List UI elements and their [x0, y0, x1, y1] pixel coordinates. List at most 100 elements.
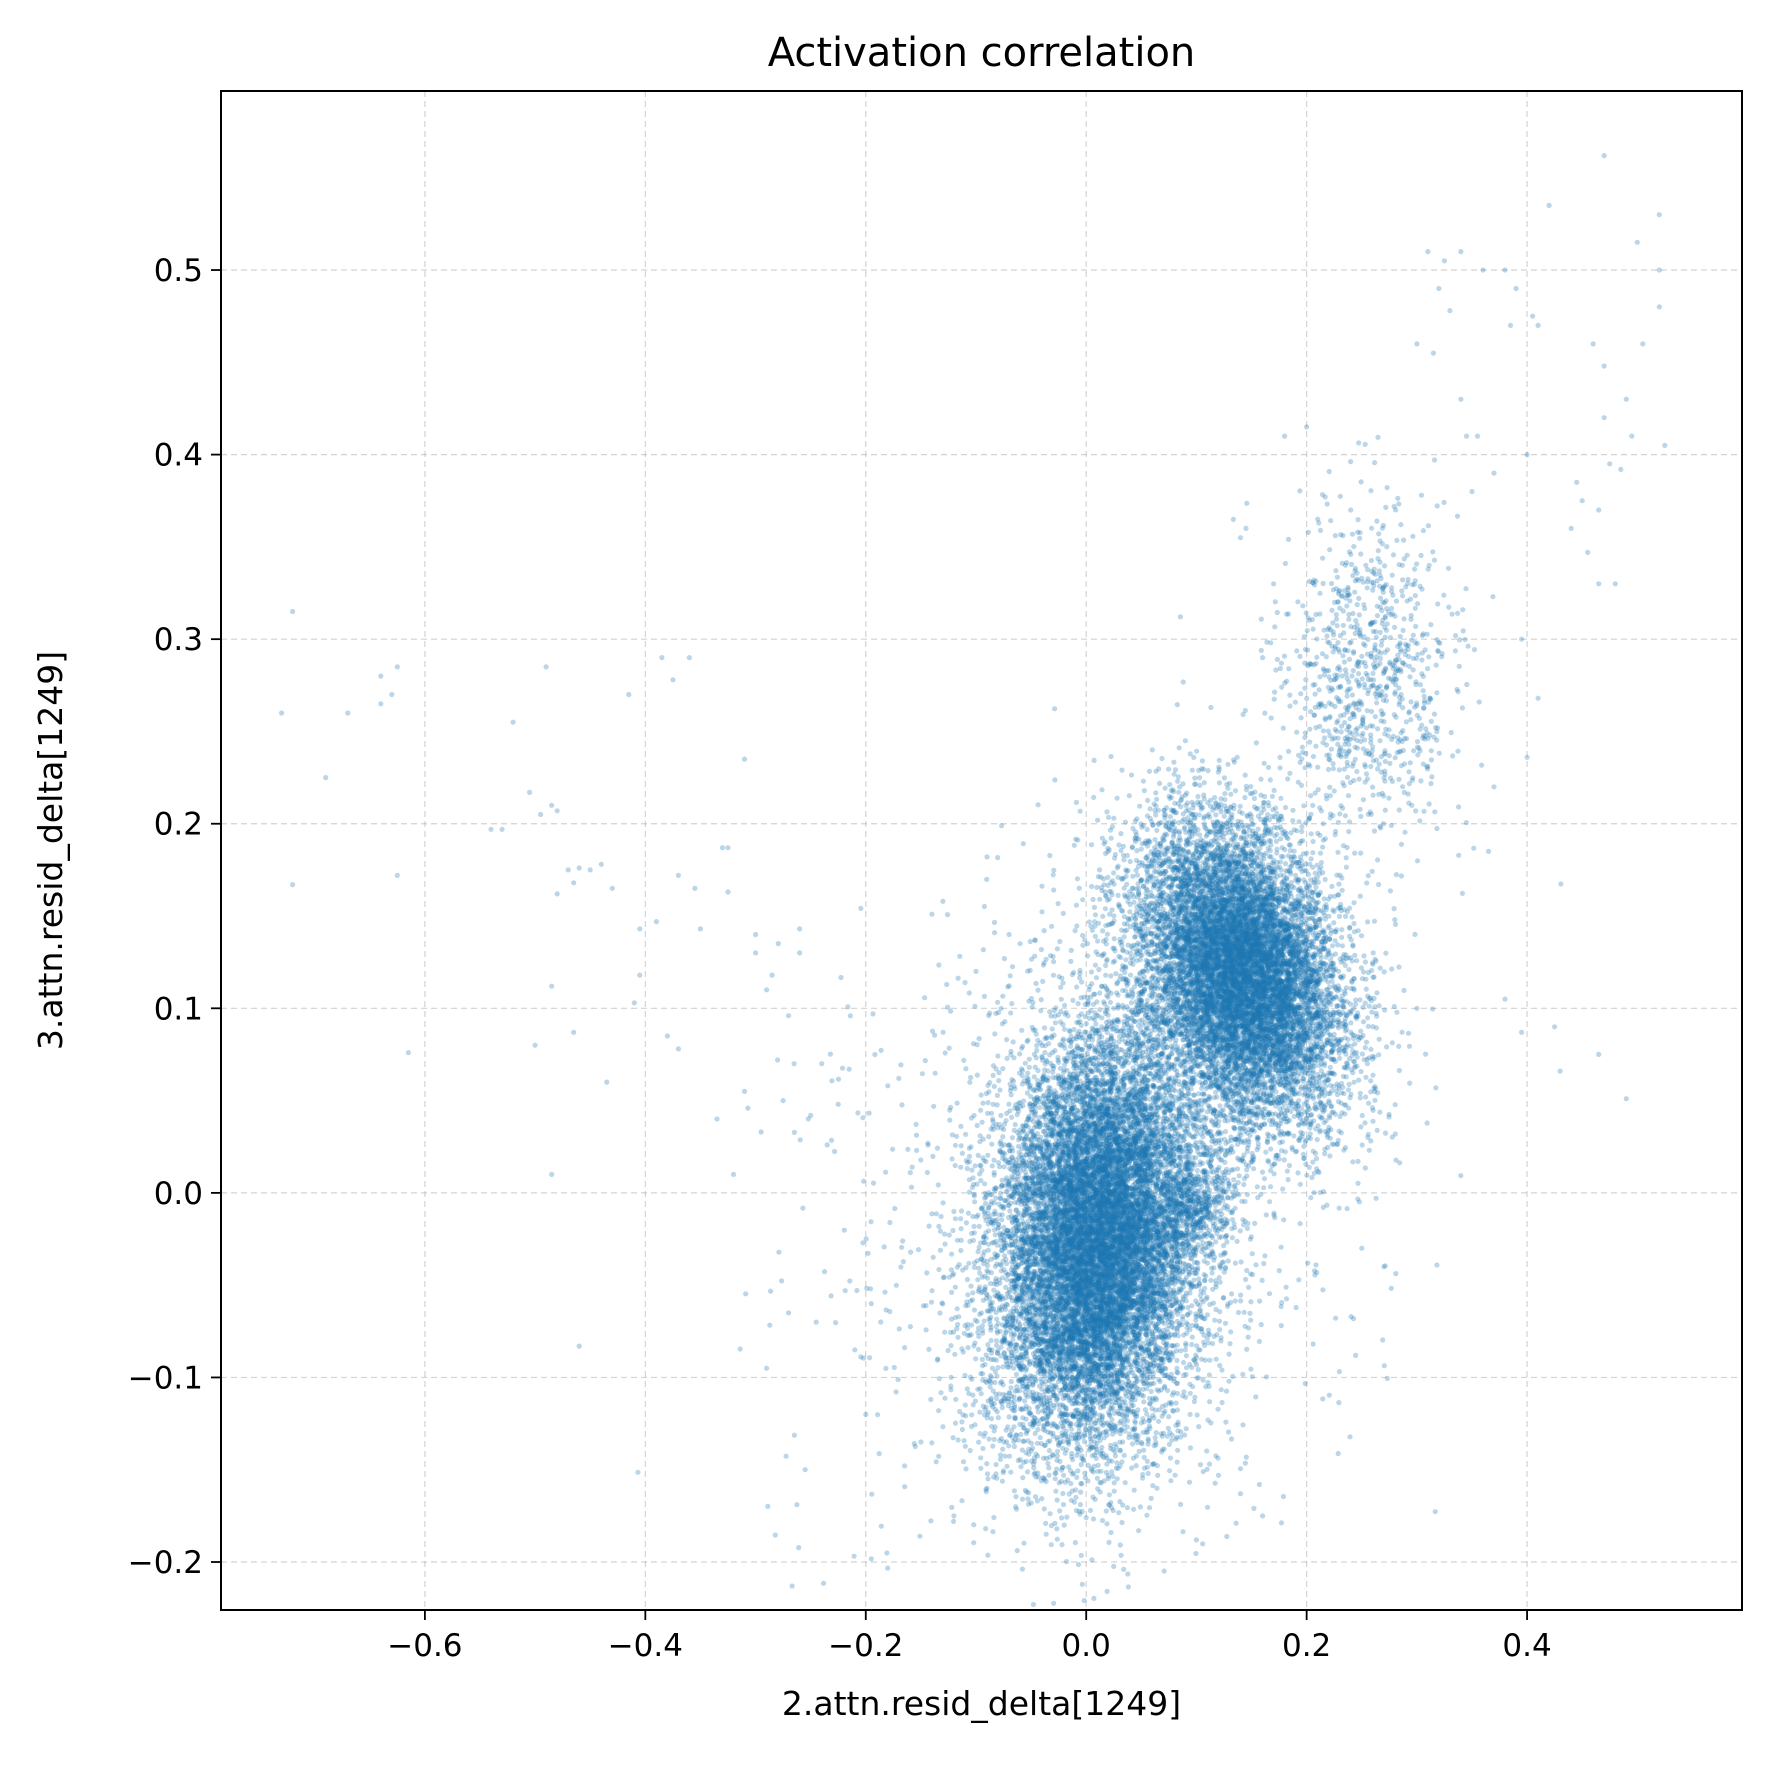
- scatter-point: [1005, 1233, 1011, 1240]
- scatter-point: [1030, 1179, 1036, 1186]
- scatter-point: [972, 1317, 978, 1323]
- scatter-point: [1026, 1064, 1032, 1070]
- scatter-point: [1090, 1516, 1097, 1522]
- scatter-point: [959, 1150, 966, 1156]
- scatter-point: [1152, 1435, 1158, 1441]
- scatter-point: [1130, 1408, 1136, 1415]
- scatter-point: [1110, 1077, 1116, 1084]
- scatter-point: [1103, 1315, 1109, 1321]
- scatter-point: [1027, 1101, 1033, 1107]
- scatter-point: [1173, 1162, 1179, 1169]
- scatter-point: [1061, 1174, 1067, 1181]
- scatter-point: [1071, 1499, 1077, 1505]
- scatter-point: [1037, 1186, 1043, 1192]
- scatter-point: [1083, 1021, 1089, 1027]
- scatter-point: [1112, 1449, 1118, 1455]
- scatter-point: [1131, 1409, 1137, 1415]
- scatter-point: [1116, 1227, 1122, 1233]
- scatter-point: [1183, 1113, 1189, 1119]
- scatter-point: [979, 1363, 986, 1369]
- scatter-point: [1104, 1069, 1110, 1075]
- scatter-point: [1160, 1180, 1166, 1187]
- scatter-point: [1091, 1186, 1097, 1192]
- scatter-point: [1019, 1566, 1025, 1572]
- scatter-point: [1063, 1302, 1070, 1308]
- scatter-point: [1046, 1472, 1052, 1478]
- scatter-point: [1067, 1196, 1073, 1202]
- scatter-point: [1064, 1172, 1070, 1178]
- scatter-point: [1074, 1474, 1080, 1480]
- scatter-point: [1146, 1505, 1153, 1511]
- scatter-point: [1123, 1316, 1129, 1322]
- scatter-point: [1170, 1175, 1176, 1181]
- scatter-point: [1129, 1227, 1135, 1233]
- scatter-point: [1105, 1106, 1111, 1112]
- scatter-point: [1170, 1087, 1176, 1093]
- scatter-point: [1083, 1029, 1089, 1035]
- scatter-point: [1166, 1233, 1172, 1239]
- scatter-point: [1065, 1290, 1071, 1296]
- scatter-point: [1005, 1314, 1011, 1320]
- scatter-point: [1089, 1368, 1095, 1374]
- scatter-point: [1163, 1307, 1169, 1313]
- scatter-point: [1101, 999, 1107, 1005]
- scatter-point: [986, 1436, 992, 1442]
- scatter-point: [1094, 1106, 1100, 1112]
- scatter-point: [1114, 1214, 1120, 1220]
- scatter-point: [1080, 942, 1086, 948]
- scatter-point: [1119, 1240, 1125, 1246]
- scatter-point: [1203, 1273, 1209, 1279]
- scatter-point: [1132, 1100, 1139, 1107]
- scatter-point: [1117, 1225, 1123, 1231]
- scatter-point: [1201, 1272, 1207, 1278]
- scatter-point: [1148, 1388, 1154, 1394]
- scatter-point: [984, 1461, 990, 1467]
- scatter-point: [1217, 1327, 1223, 1333]
- scatter-point: [1170, 1183, 1176, 1189]
- scatter-point: [1126, 1295, 1132, 1301]
- scatter-point: [1121, 1252, 1127, 1258]
- scatter-point: [1136, 1163, 1142, 1169]
- scatter-point: [962, 1402, 968, 1408]
- scatter-point: [985, 1247, 991, 1253]
- scatter-point: [1111, 1282, 1117, 1288]
- scatter-point: [1150, 1099, 1156, 1105]
- scatter-point: [1092, 1236, 1098, 1242]
- scatter-point: [1158, 1190, 1165, 1196]
- scatter-point: [1226, 1351, 1232, 1357]
- scatter-point: [1124, 1274, 1131, 1280]
- scatter-point: [1061, 1208, 1067, 1214]
- scatter-point: [1011, 1488, 1018, 1494]
- scatter-point: [1116, 1256, 1122, 1262]
- scatter-point: [1089, 1316, 1096, 1322]
- scatter-point: [1084, 1251, 1090, 1257]
- scatter-point: [1068, 1279, 1074, 1285]
- scatter-point: [989, 1163, 995, 1169]
- scatter-point: [1062, 1267, 1068, 1273]
- scatter-point: [989, 1141, 995, 1147]
- scatter-point: [1106, 1492, 1112, 1498]
- scatter-point: [1175, 1447, 1181, 1453]
- scatter-point: [1118, 1173, 1124, 1179]
- scatter-point: [1065, 1292, 1071, 1298]
- scatter-point: [1073, 1216, 1079, 1222]
- scatter-point: [1067, 1368, 1073, 1374]
- scatter-point: [1097, 1317, 1103, 1324]
- scatter-point: [1093, 1273, 1100, 1279]
- scatter-point: [1222, 1264, 1228, 1270]
- scatter-point: [1111, 1488, 1117, 1494]
- scatter-point: [1213, 1356, 1219, 1362]
- scatter-point: [1029, 1148, 1035, 1154]
- scatter-point: [1122, 1265, 1128, 1271]
- scatter-point: [1061, 1472, 1067, 1478]
- scatter-point: [998, 1344, 1004, 1350]
- scatter-point: [1008, 1378, 1014, 1385]
- scatter-point: [1187, 1390, 1193, 1396]
- scatter-point: [1042, 1388, 1048, 1394]
- scatter-point: [1067, 1043, 1074, 1049]
- scatter-point: [1084, 1105, 1090, 1111]
- scatter-point: [1105, 1283, 1111, 1289]
- scatter-point: [1080, 1332, 1086, 1338]
- scatter-point: [1098, 1155, 1104, 1161]
